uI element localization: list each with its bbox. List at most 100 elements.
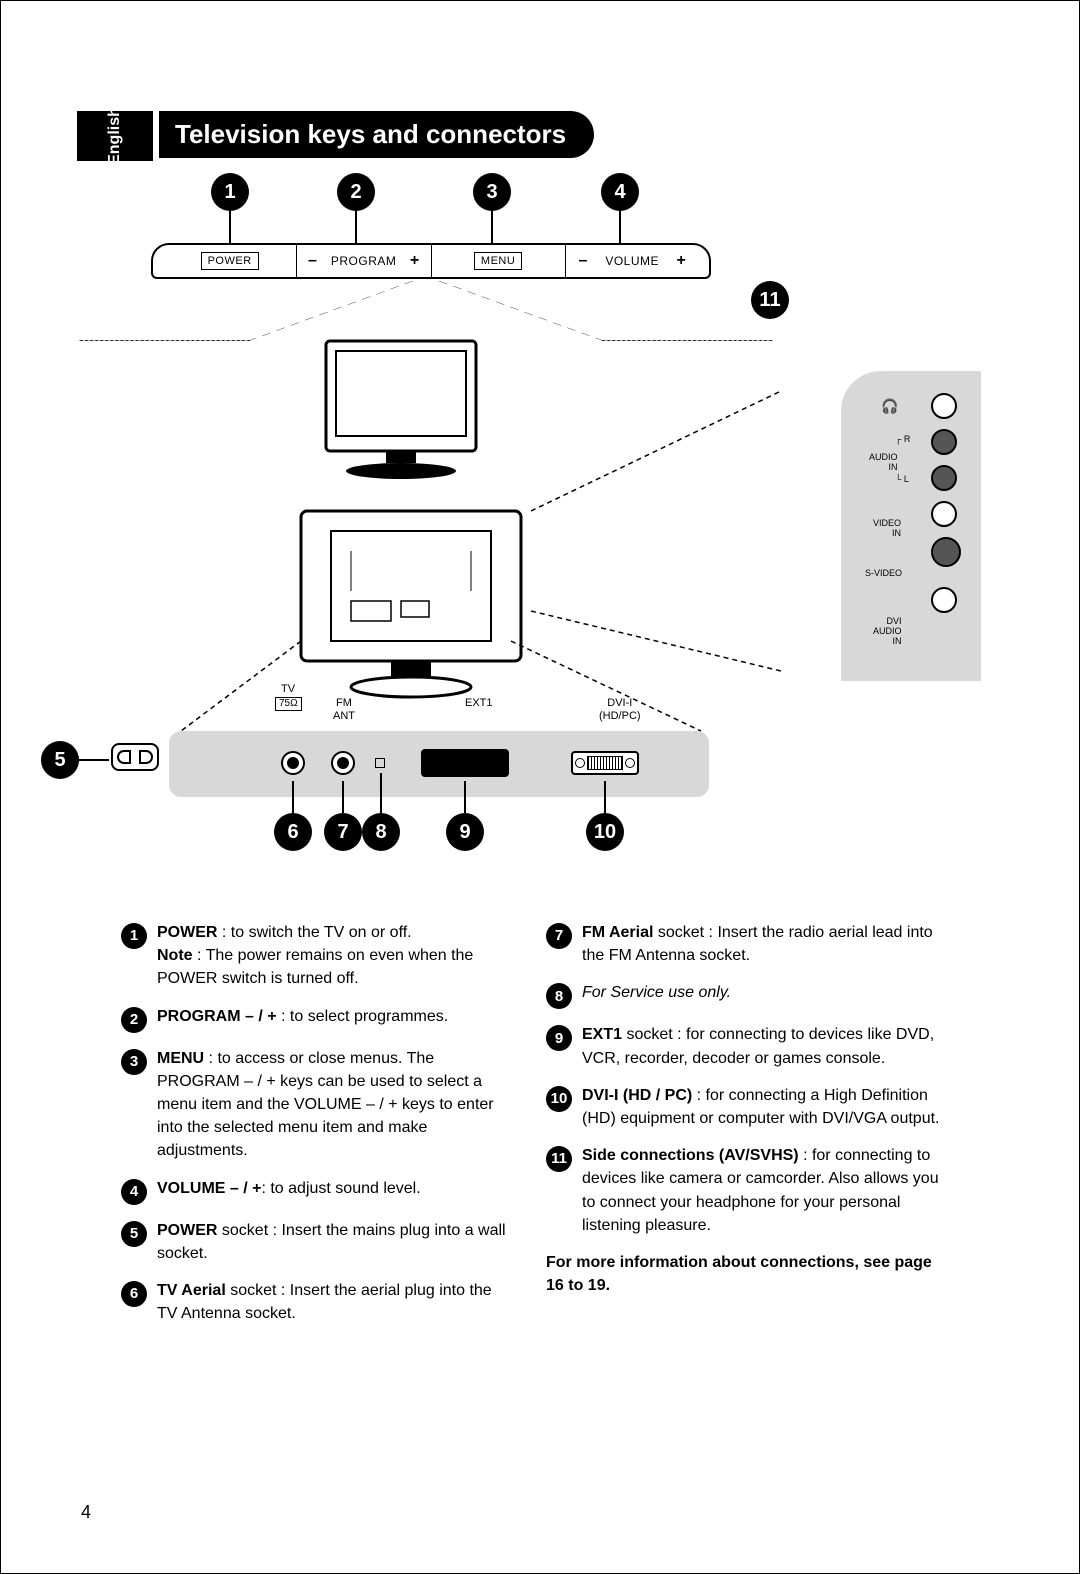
desc-num: 1 (121, 923, 147, 949)
callout-stem (79, 759, 109, 761)
menu-key-segment: MENU (432, 245, 566, 277)
desc-num: 6 (121, 1281, 147, 1307)
audio-l-label: └ L (895, 475, 909, 485)
minus-sign: – (578, 252, 587, 270)
desc-num: 5 (121, 1221, 147, 1247)
callout-stem (355, 211, 357, 243)
desc-item-8: 8 For Service use only. (546, 981, 941, 1009)
bottom-port-labels: TV 75Ω FMANT EXT1 DVI-I(HD/PC) (169, 683, 709, 727)
desc-item-7: 7 FM Aerial socket : Insert the radio ae… (546, 921, 941, 967)
ext1-label: EXT1 (465, 697, 493, 710)
desc-num: 4 (121, 1179, 147, 1205)
program-key-label: PROGRAM (331, 254, 397, 268)
video-in-label: VIDEOIN (873, 519, 901, 539)
svideo-jack (931, 537, 961, 567)
desc-text: FM Aerial socket : Insert the radio aeri… (582, 921, 941, 967)
desc-num: 9 (546, 1025, 572, 1051)
dvi-socket (571, 751, 639, 775)
callout-stem (491, 211, 493, 243)
audio-r-label: ┌ R (895, 435, 910, 445)
power-key-label: POWER (201, 252, 259, 270)
service-port (375, 758, 385, 768)
desc-text: MENU : to access or close menus. The PRO… (157, 1047, 516, 1163)
desc-text: DVI-I (HD / PC) : for connecting a High … (582, 1084, 941, 1130)
callout-stem (380, 773, 382, 813)
desc-item-4: 4 VOLUME – / +: to adjust sound level. (121, 1177, 516, 1205)
power-key-segment: POWER (163, 245, 297, 277)
desc-item-1: 1 POWER : to switch the TV on or off. No… (121, 921, 516, 991)
volume-key-label: VOLUME (605, 254, 659, 268)
desc-text: POWER : to switch the TV on or off. Note… (157, 921, 516, 991)
callout-stem (604, 781, 606, 813)
desc-num: 2 (121, 1007, 147, 1033)
fm-ant-label: FMANT (333, 697, 355, 723)
callout-6: 6 (274, 813, 312, 851)
callout-stem (464, 781, 466, 813)
audio-r-jack (931, 429, 957, 455)
desc-item-5: 5 POWER socket : Insert the mains plug i… (121, 1219, 516, 1265)
headphone-jack (931, 393, 957, 419)
callout-7: 7 (324, 813, 362, 851)
left-column: 1 POWER : to switch the TV on or off. No… (121, 921, 516, 1339)
desc-num: 3 (121, 1049, 147, 1075)
tv-impedance-label: 75Ω (275, 697, 302, 711)
dvi-audio-jack (931, 587, 957, 613)
callout-10: 10 (586, 813, 624, 851)
desc-num: 7 (546, 923, 572, 949)
menu-key-label: MENU (474, 252, 522, 270)
callout-3: 3 (473, 173, 511, 211)
callout-stem (292, 781, 294, 813)
desc-item-10: 10 DVI-I (HD / PC) : for connecting a Hi… (546, 1084, 941, 1130)
desc-item-2: 2 PROGRAM – / + : to select programmes. (121, 1005, 516, 1033)
desc-item-9: 9 EXT1 socket : for connecting to device… (546, 1023, 941, 1069)
power-socket (111, 743, 159, 771)
scart-socket (421, 749, 509, 777)
language-tab: English (77, 111, 153, 161)
language-label: English (106, 107, 124, 165)
desc-item-6: 6 TV Aerial socket : Insert the aerial p… (121, 1279, 516, 1325)
diagram-area: 1 2 3 4 11 POWER – PROGRAM + MENU – VOLU… (121, 161, 921, 901)
callout-2: 2 (337, 173, 375, 211)
dvi-audio-label: DVIAUDIOIN (873, 617, 902, 647)
tv-port-label: TV (281, 683, 295, 696)
plus-sign: + (676, 252, 686, 270)
callout-8: 8 (362, 813, 400, 851)
dvi-i-label: DVI-I(HD/PC) (599, 697, 641, 723)
desc-text: EXT1 socket : for connecting to devices … (582, 1023, 941, 1069)
plus-sign: + (410, 252, 420, 270)
audio-l-jack (931, 465, 957, 491)
callout-stem (229, 211, 231, 243)
volume-key-segment: – VOLUME + (566, 245, 699, 277)
description-section: 1 POWER : to switch the TV on or off. No… (121, 921, 941, 1339)
callout-4: 4 (601, 173, 639, 211)
top-button-panel: POWER – PROGRAM + MENU – VOLUME + (151, 243, 711, 279)
socket-hole (117, 750, 131, 764)
audio-in-label: AUDIOIN (869, 453, 898, 473)
desc-num: 8 (546, 983, 572, 1009)
page-number: 4 (81, 1502, 91, 1523)
manual-page: English Television keys and connectors 1… (0, 0, 1080, 1574)
callout-stem (619, 211, 621, 243)
callout-5: 5 (41, 741, 79, 779)
tv-aerial-socket (281, 751, 305, 775)
program-key-segment: – PROGRAM + (297, 245, 431, 277)
video-jack (931, 501, 957, 527)
footer-note: For more information about connections, … (546, 1251, 941, 1297)
callout-11: 11 (751, 281, 789, 319)
callout-1: 1 (211, 173, 249, 211)
desc-text: PROGRAM – / + : to select programmes. (157, 1005, 516, 1033)
callout-stem (342, 781, 344, 813)
desc-num: 10 (546, 1086, 572, 1112)
desc-num: 11 (546, 1146, 572, 1172)
svideo-label: S-VIDEO (865, 569, 902, 579)
headphone-icon: 🎧 (881, 399, 898, 414)
desc-text: POWER socket : Insert the mains plug int… (157, 1219, 516, 1265)
callout-9: 9 (446, 813, 484, 851)
right-column: 7 FM Aerial socket : Insert the radio ae… (546, 921, 941, 1339)
fm-aerial-socket (331, 751, 355, 775)
desc-item-11: 11 Side connections (AV/SVHS) : for conn… (546, 1144, 941, 1237)
desc-text: VOLUME – / +: to adjust sound level. (157, 1177, 516, 1205)
side-connector-panel: 🎧 ┌ R AUDIOIN └ L VIDEOIN S-VIDEO DVIAUD… (841, 371, 981, 681)
desc-text: TV Aerial socket : Insert the aerial plu… (157, 1279, 516, 1325)
desc-text: For Service use only. (582, 981, 941, 1009)
